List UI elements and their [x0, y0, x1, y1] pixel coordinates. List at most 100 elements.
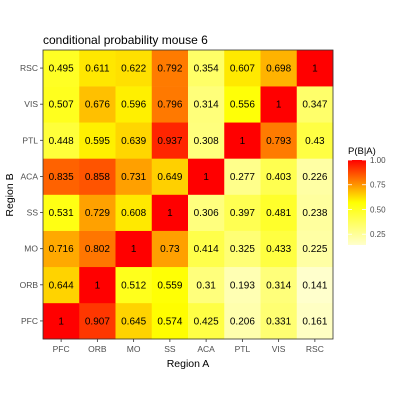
cell-value-label: 0.495: [49, 64, 74, 75]
cell-value-label: 0.531: [49, 208, 74, 219]
y-tick-label: PFC: [21, 316, 38, 326]
cell-value-label: 0.347: [302, 100, 327, 111]
cell-value-label: 0.141: [302, 280, 327, 291]
cell-value-label: 1: [240, 136, 246, 147]
cell-value-label: 0.559: [157, 280, 182, 291]
heatmap-cell: [296, 122, 334, 159]
heatmap-cell: [151, 158, 189, 195]
y-tick-label: VIS: [24, 99, 38, 109]
heatmap-cell: [224, 158, 261, 195]
y-tick-label: ACA: [21, 171, 39, 181]
cell-value-label: 0.792: [157, 64, 182, 75]
heatmap-cell: [79, 86, 116, 123]
cell-value-label: 0.425: [194, 316, 219, 327]
cell-value-label: 0.193: [230, 280, 255, 291]
heatmap-cell: [296, 86, 334, 123]
cell-value-label: 0.556: [230, 100, 255, 111]
legend: P(B|A) 1.00 0.75 0.50 0.25: [348, 146, 386, 245]
plot-border: [42, 49, 334, 340]
heatmap-cell: [79, 302, 116, 340]
cell-value-label: 0.314: [194, 100, 219, 111]
x-tick-label: SS: [164, 344, 176, 354]
y-tick-label: RSC: [20, 63, 38, 73]
cell-value-label: 0.596: [121, 100, 146, 111]
heatmap-cell: [188, 266, 225, 304]
heatmap-cell: [79, 122, 116, 159]
heatmap-cell: [43, 86, 80, 123]
cell-value-label: 0.331: [266, 316, 291, 327]
heatmap-cell: [224, 86, 261, 123]
heatmap-cell: [260, 86, 298, 123]
cell-value-label: 0.793: [266, 136, 291, 147]
cell-value-label: 0.414: [194, 244, 219, 255]
heatmap-cell: [151, 230, 189, 268]
cell-value-label: 0.622: [121, 64, 146, 75]
x-tick-label: RSC: [306, 344, 324, 354]
heatmap-cell: [115, 266, 153, 304]
heatmap-cell: [296, 194, 334, 231]
cell-value-label: 0.907: [85, 316, 110, 327]
cell-value-label: 0.729: [85, 208, 110, 219]
cell-value-label: 1: [58, 316, 64, 327]
cell-value-label: 0.314: [266, 280, 291, 291]
cell-value-label: 0.574: [157, 316, 182, 327]
cell-value-label: 1: [312, 64, 318, 75]
cell-value-label: 0.161: [302, 316, 327, 327]
cell-value-label: 0.608: [121, 208, 146, 219]
cell-value-label: 1: [95, 280, 101, 291]
heatmap-cell: [115, 302, 153, 340]
heatmap-cell: [188, 86, 225, 123]
cell-value-label: 1: [167, 208, 173, 219]
legend-tick-label: 0.75: [370, 181, 386, 190]
heatmap-cell: [43, 50, 80, 87]
cell-value-label: 1: [203, 172, 209, 183]
heatmap-cell: [43, 158, 80, 195]
heatmap-cell: [296, 266, 334, 304]
heatmap-cell: [260, 194, 298, 231]
heatmap-cell: [296, 50, 334, 87]
heatmap-cell: [224, 266, 261, 304]
y-tick-label: ORB: [20, 280, 39, 290]
heatmap-cell: [115, 122, 153, 159]
heatmap-cell: [115, 230, 153, 268]
heatmap-cell: [43, 122, 80, 159]
heatmap-cell: [260, 230, 298, 268]
cell-value-label: 0.595: [85, 136, 110, 147]
heatmap-cell: [115, 158, 153, 195]
heatmap-cell: [188, 194, 225, 231]
heatmap-cell: [260, 158, 298, 195]
heatmap-cell: [224, 230, 261, 268]
heatmap-cell: [79, 50, 116, 87]
cell-value-label: 0.698: [266, 64, 291, 75]
heatmap-cell: [224, 122, 261, 159]
heatmap-cell: [43, 266, 80, 304]
cell-value-label: 0.645: [121, 316, 146, 327]
x-tick-label: PTL: [235, 344, 251, 354]
cell-value-label: 0.802: [85, 244, 110, 255]
cell-value-label: 0.481: [266, 208, 291, 219]
cell-value-label: 0.354: [194, 64, 219, 75]
cell-value-label: 0.448: [49, 136, 74, 147]
legend-tick-label: 0.25: [370, 230, 386, 239]
cell-value-label: 0.611: [85, 64, 110, 75]
heatmap-cell: [260, 302, 298, 340]
heatmap-cell: [43, 194, 80, 231]
heatmap-cell: [224, 194, 261, 231]
heatmap-cell: [188, 302, 225, 340]
cell-value-label: 1: [276, 100, 282, 111]
cell-value-label: 0.43: [305, 136, 325, 147]
cell-value-label: 0.512: [121, 280, 146, 291]
legend-tick-label: 0.50: [370, 205, 386, 214]
cell-value-label: 0.433: [266, 244, 291, 255]
chart-title: conditional probability mouse 6: [43, 33, 208, 47]
heatmap-cells: 1 0.907 0.645 0.574 0.425 0.206 0.331 0.161 0.64…: [43, 50, 334, 340]
heatmap-cell: [296, 158, 334, 195]
heatmap-cell: [79, 230, 116, 268]
heatmap-cell: [151, 194, 189, 231]
heatmap-cell: [296, 302, 334, 340]
cell-value-label: 0.639: [121, 136, 146, 147]
cell-value-label: 0.507: [49, 100, 74, 111]
heatmap-cell: [115, 86, 153, 123]
y-tick-label: PTL: [22, 135, 38, 145]
